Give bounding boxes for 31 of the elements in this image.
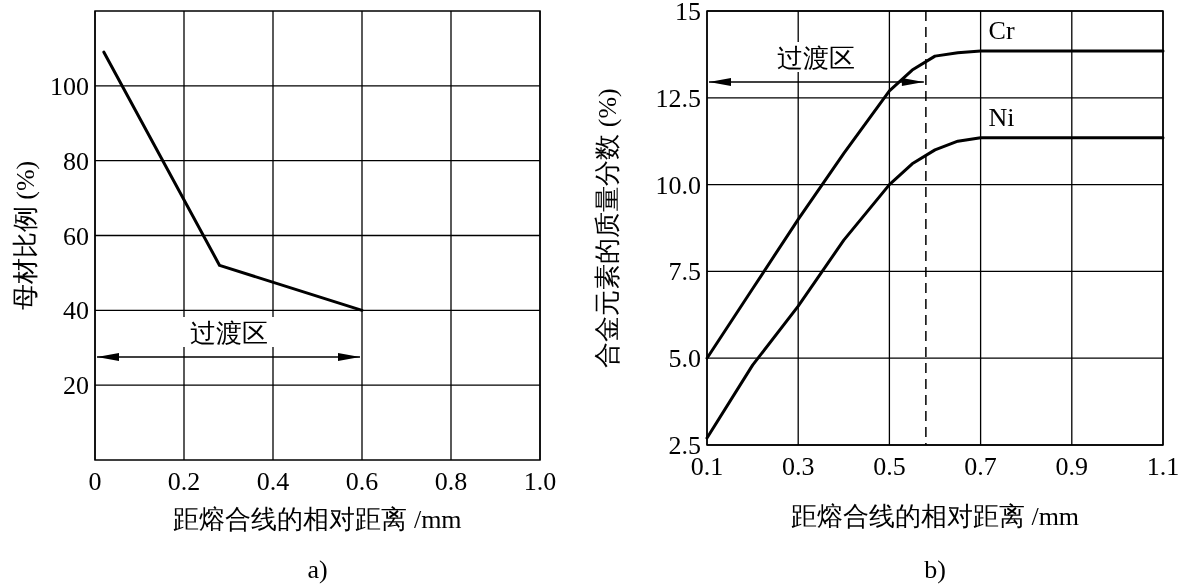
text: a) xyxy=(307,555,328,584)
series-label: Cr xyxy=(988,15,1015,45)
y-tick-label: 80 xyxy=(63,146,89,176)
y-tick-label: 15 xyxy=(675,0,701,26)
y-tick-label: 60 xyxy=(63,221,89,251)
annotation: 过渡区 xyxy=(777,44,856,73)
x-tick-label: 0 xyxy=(88,467,102,496)
series-label: Ni xyxy=(988,102,1015,132)
x-tick-label: 0.7 xyxy=(964,452,997,481)
x-tick-label: 0.6 xyxy=(345,467,379,496)
x-tick-label: 0.8 xyxy=(434,467,468,496)
x-tick-label: 0.4 xyxy=(256,467,290,496)
y-tick-label: 7.5 xyxy=(668,257,701,287)
x-tick-label: 0.2 xyxy=(167,467,201,496)
y-tick-label: 12.5 xyxy=(655,83,701,113)
y-tick-label: 100 xyxy=(50,71,89,101)
y-tick-label: 20 xyxy=(63,371,89,401)
x-tick-label: 1.0 xyxy=(523,467,557,496)
x-tick-label: 0.9 xyxy=(1055,452,1089,481)
text: b) xyxy=(924,555,946,584)
y-tick-label: 40 xyxy=(63,296,89,326)
x-tick-label: 1.1 xyxy=(1146,452,1179,481)
x-axis-title: 距熔合线的相对距离 /mm xyxy=(790,502,1080,531)
y-axis-title: 合金元素的质量分数 (%) xyxy=(592,88,622,368)
x-tick-label: 0.3 xyxy=(781,452,815,481)
annotation: 过渡区 xyxy=(189,319,268,348)
y-tick-label: 10.0 xyxy=(655,170,701,200)
x-tick-label: 0.5 xyxy=(873,452,906,481)
y-tick-label: 5.0 xyxy=(668,344,701,374)
y-axis-title: 母材比例 (%) xyxy=(10,160,40,311)
x-axis-title: 距熔合线的相对距离 /mm xyxy=(173,505,462,534)
